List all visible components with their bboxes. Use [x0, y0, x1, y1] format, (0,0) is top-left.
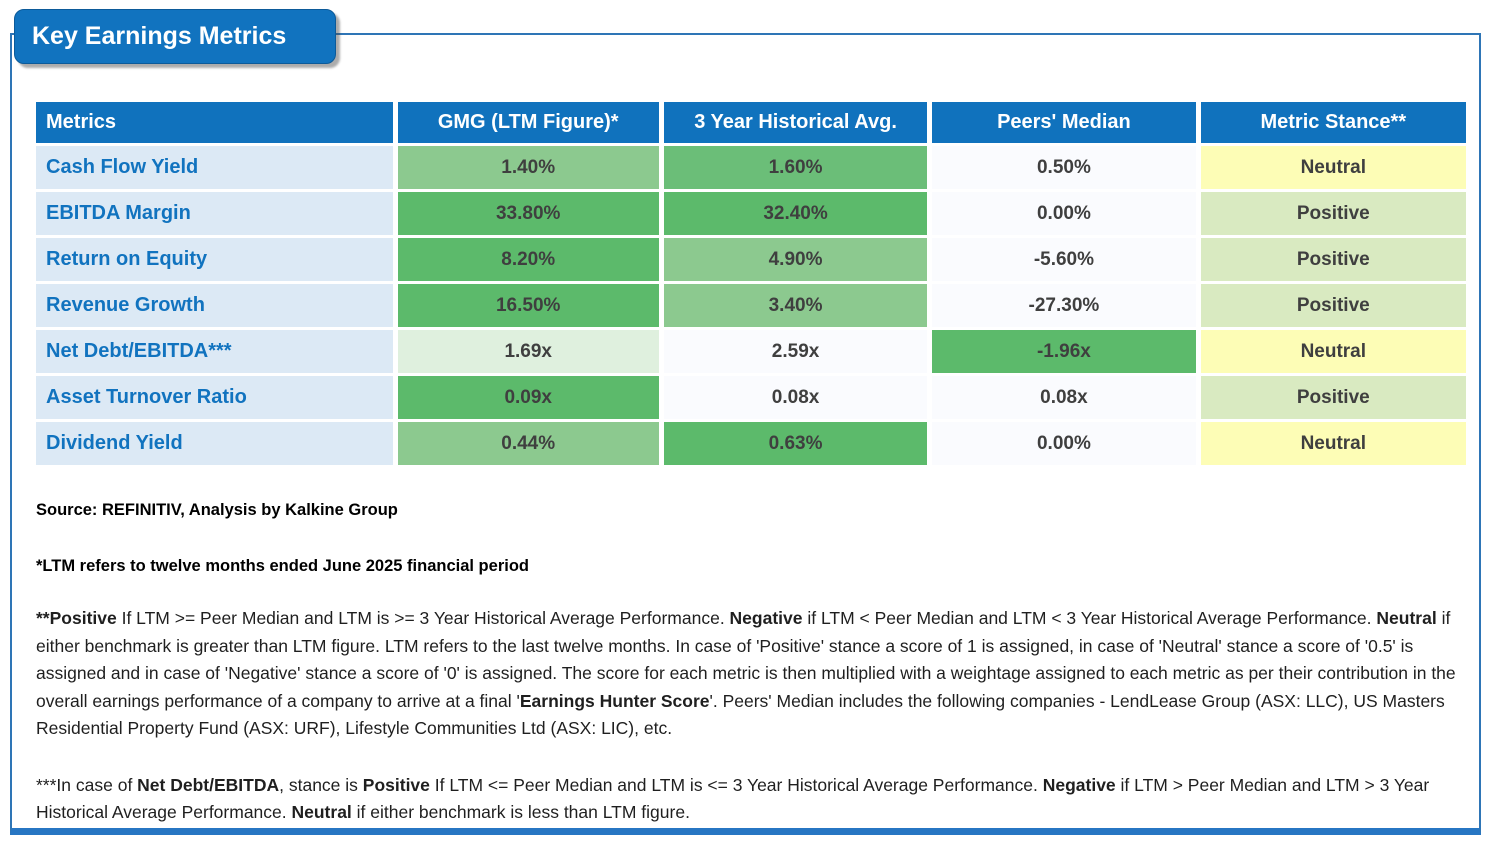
footnotes: Source: REFINITIV, Analysis by Kalkine G… — [36, 501, 1461, 827]
column-header-peers-median: Peers' Median — [932, 102, 1196, 143]
hist-avg-value: 4.90% — [663, 238, 928, 281]
hist-avg-value: 0.08x — [663, 376, 928, 419]
ltm-definition-note: *LTM refers to twelve months ended June … — [36, 557, 529, 575]
net-debt-stance-note: ***In case of Net Debt/EBITDA, stance is… — [36, 774, 1430, 823]
metric-label: EBITDA Margin — [36, 192, 393, 235]
source-note: Source: REFINITIV, Analysis by Kalkine G… — [36, 501, 398, 519]
metric-label: Revenue Growth — [36, 284, 393, 327]
table-header-row: Metrics GMG (LTM Figure)* 3 Year Histori… — [36, 102, 1466, 143]
column-header-metric-stance: Metric Stance** — [1200, 102, 1466, 143]
peers-median-value: 0.50% — [932, 146, 1196, 189]
hist-avg-value: 1.60% — [663, 146, 928, 189]
metric-label: Dividend Yield — [36, 422, 393, 465]
table-row-revenue-growth: Revenue Growth 16.50% 3.40% -27.30% Posi… — [36, 284, 1466, 327]
hist-avg-value: 2.59x — [663, 330, 928, 373]
peers-median-value: 0.08x — [932, 376, 1196, 419]
metric-stance-badge: Neutral — [1200, 422, 1466, 465]
metric-stance-badge: Neutral — [1200, 330, 1466, 373]
key-earnings-metrics-table: Metrics GMG (LTM Figure)* 3 Year Histori… — [31, 99, 1471, 468]
column-header-metrics: Metrics — [36, 102, 393, 143]
hist-avg-value: 3.40% — [663, 284, 928, 327]
metric-stance-badge: Positive — [1200, 238, 1466, 281]
table-row-net-debt-ebitda: Net Debt/EBITDA*** 1.69x 2.59x -1.96x Ne… — [36, 330, 1466, 373]
gmg-value: 0.44% — [397, 422, 659, 465]
peers-median-value: -5.60% — [932, 238, 1196, 281]
metric-stance-badge: Neutral — [1200, 146, 1466, 189]
gmg-value: 1.69x — [397, 330, 659, 373]
table-row-asset-turnover-ratio: Asset Turnover Ratio 0.09x 0.08x 0.08x P… — [36, 376, 1466, 419]
report-card-frame — [10, 33, 1481, 835]
stance-methodology-note: **Positive If LTM >= Peer Median and LTM… — [36, 608, 1456, 738]
gmg-value: 8.20% — [397, 238, 659, 281]
metric-stance-badge: Positive — [1200, 284, 1466, 327]
metric-label: Cash Flow Yield — [36, 146, 393, 189]
report-content: Metrics GMG (LTM Figure)* 3 Year Histori… — [31, 99, 1471, 827]
metric-label: Net Debt/EBITDA*** — [36, 330, 393, 373]
metric-stance-badge: Positive — [1200, 376, 1466, 419]
table-row-cash-flow-yield: Cash Flow Yield 1.40% 1.60% 0.50% Neutra… — [36, 146, 1466, 189]
gmg-value: 16.50% — [397, 284, 659, 327]
gmg-value: 1.40% — [397, 146, 659, 189]
peers-median-value: -1.96x — [932, 330, 1196, 373]
table-row-dividend-yield: Dividend Yield 0.44% 0.63% 0.00% Neutral — [36, 422, 1466, 465]
hist-avg-value: 32.40% — [663, 192, 928, 235]
hist-avg-value: 0.63% — [663, 422, 928, 465]
peers-median-value: 0.00% — [932, 422, 1196, 465]
section-title-tab: Key Earnings Metrics — [14, 9, 336, 64]
peers-median-value: -27.30% — [932, 284, 1196, 327]
metric-label: Return on Equity — [36, 238, 393, 281]
metric-stance-badge: Positive — [1200, 192, 1466, 235]
page-title: Key Earnings Metrics — [32, 22, 287, 50]
column-header-3yr-hist-avg: 3 Year Historical Avg. — [663, 102, 928, 143]
metric-label: Asset Turnover Ratio — [36, 376, 393, 419]
table-row-return-on-equity: Return on Equity 8.20% 4.90% -5.60% Posi… — [36, 238, 1466, 281]
gmg-value: 33.80% — [397, 192, 659, 235]
peers-median-value: 0.00% — [932, 192, 1196, 235]
column-header-gmg-ltm: GMG (LTM Figure)* — [397, 102, 659, 143]
gmg-value: 0.09x — [397, 376, 659, 419]
table-row-ebitda-margin: EBITDA Margin 33.80% 32.40% 0.00% Positi… — [36, 192, 1466, 235]
